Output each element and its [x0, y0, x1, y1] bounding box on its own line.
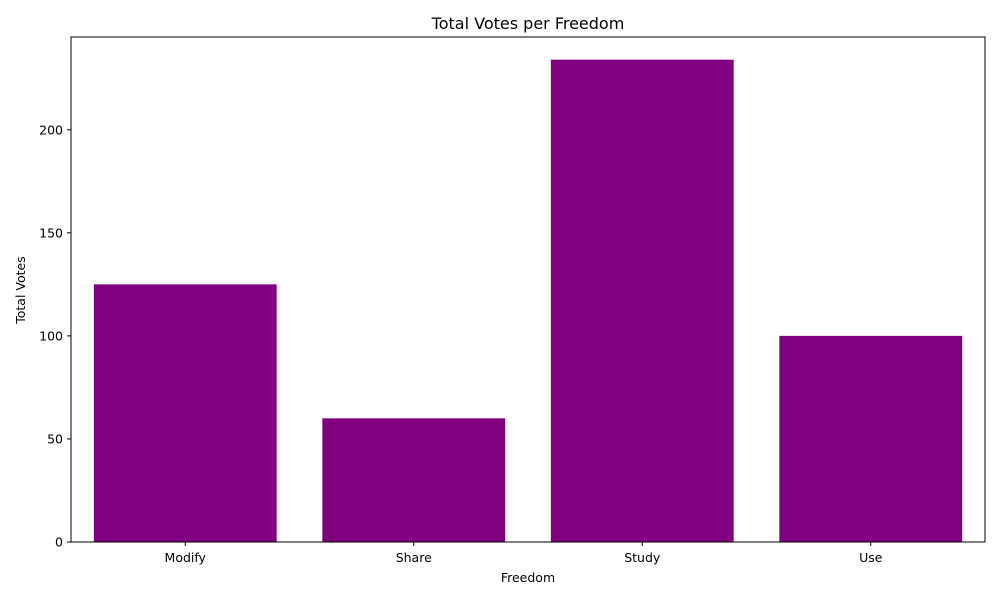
x-axis-label: Freedom [501, 570, 555, 585]
x-tick-label: Use [859, 550, 883, 565]
y-tick-label: 150 [39, 225, 63, 240]
y-tick-label: 0 [55, 535, 63, 550]
y-axis-label: Total Votes [13, 256, 28, 325]
bar-share [322, 418, 506, 542]
chart-title: Total Votes per Freedom [431, 14, 625, 33]
x-tick-label: Share [396, 550, 432, 565]
y-tick-label: 50 [47, 431, 63, 446]
x-tick-label: Modify [165, 550, 207, 565]
bar-study [550, 59, 734, 543]
x-tick-label: Study [624, 550, 661, 565]
bar-use [779, 335, 963, 542]
y-tick-label: 100 [39, 328, 63, 343]
y-tick-label: 200 [39, 122, 63, 137]
bars-group [93, 59, 963, 543]
bar-modify [93, 284, 277, 542]
y-axis-ticks: 0 50 100 150 200 [39, 122, 71, 550]
x-axis-ticks: Modify Share Study Use [165, 542, 883, 565]
plot-frame [70, 36, 986, 543]
